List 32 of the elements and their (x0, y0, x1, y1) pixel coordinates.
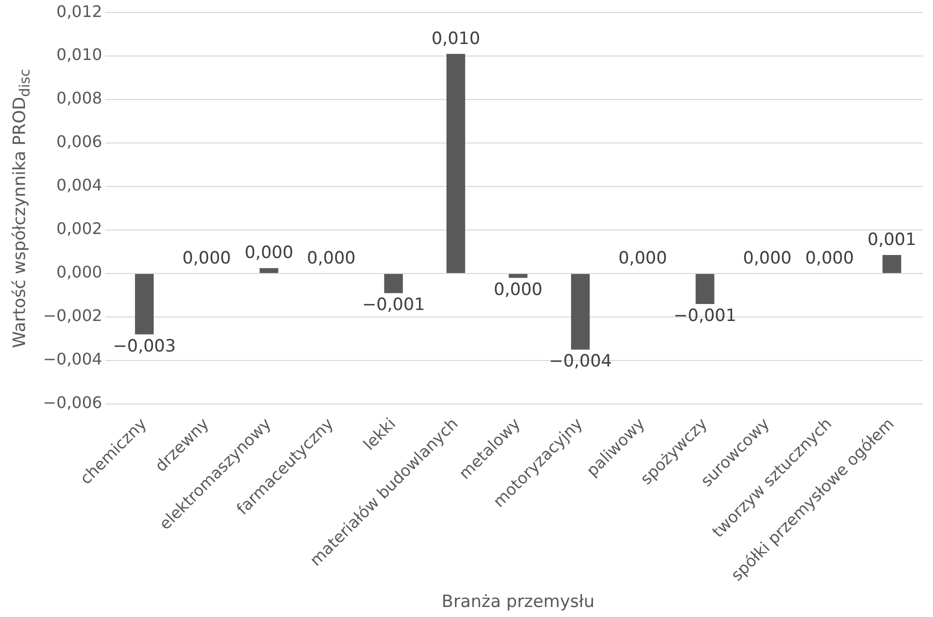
y-tick-label: 0,012 (56, 2, 102, 21)
x-axis-title: Branża przemysłu (442, 592, 595, 612)
bar (260, 268, 278, 274)
y-tick-label: −0,006 (42, 393, 102, 412)
data-label: −0,001 (674, 306, 736, 326)
y-tick-label: 0,000 (56, 262, 102, 282)
data-label: 0,000 (182, 248, 231, 268)
data-label: 0,010 (431, 28, 480, 49)
y-tick-label: 0,002 (56, 219, 102, 238)
bar (508, 274, 528, 278)
data-label: −0,003 (112, 336, 176, 356)
bar (882, 255, 902, 274)
bar (446, 54, 466, 274)
data-label: −0,001 (362, 295, 425, 316)
y-tick-label: −0,004 (42, 350, 102, 369)
y-tick-label: 0,008 (56, 88, 102, 108)
data-label: 0,000 (805, 248, 854, 268)
data-label: 0,000 (306, 248, 356, 268)
data-label: 0,000 (742, 248, 792, 268)
bar (696, 274, 714, 304)
y-tick-label: −0,002 (42, 306, 102, 326)
bar (384, 274, 403, 294)
y-tick-label: 0,004 (56, 176, 102, 195)
data-label: 0,000 (244, 243, 294, 264)
y-tick-label: 0,006 (56, 132, 102, 152)
bar (571, 274, 590, 350)
data-label: 0,001 (868, 230, 916, 250)
data-label: −0,004 (548, 352, 612, 372)
y-tick-label: 0,010 (56, 45, 102, 64)
bar (135, 274, 154, 334)
data-label: 0,000 (618, 248, 668, 268)
data-label: 0,000 (494, 280, 542, 300)
